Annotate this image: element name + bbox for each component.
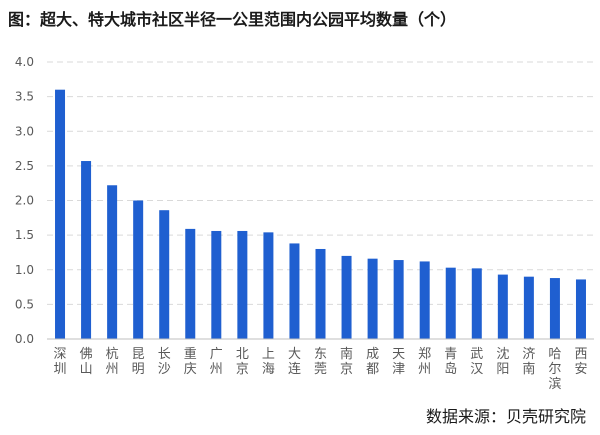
x-tick-label-西安: 西 xyxy=(574,347,587,362)
x-tick-label-长沙: 沙 xyxy=(158,362,171,377)
bar-深圳 xyxy=(55,89,66,339)
x-tick-label-杭州: 杭 xyxy=(106,347,119,362)
bar-昆明 xyxy=(133,200,144,339)
x-tick-label-济南: 济 xyxy=(522,347,535,362)
chart-title: 图：超大、特大城市社区半径一公里范围内公园平均数量（个） xyxy=(8,10,457,29)
x-tick-label-武汉: 武 xyxy=(470,347,483,362)
bar-大连 xyxy=(289,243,300,339)
y-tick-label: 3.5 xyxy=(15,90,34,104)
bar-天津 xyxy=(393,260,404,339)
x-tick-label-南京: 南 xyxy=(340,346,353,362)
x-tick-label-昆明: 昆 xyxy=(132,347,145,362)
x-tick-label-济南: 南 xyxy=(522,361,535,377)
bar-南京 xyxy=(341,255,352,339)
x-tick-label-上海: 海 xyxy=(262,362,275,377)
y-tick-label: 0.5 xyxy=(15,297,34,311)
x-axis: 深圳佛山杭州昆明长沙重庆广州北京上海大连东莞南京成都天津郑州青岛武汉沈阳济南哈尔… xyxy=(47,338,594,392)
x-tick-label-青岛: 岛 xyxy=(444,361,457,377)
x-tick-label-南京: 京 xyxy=(340,362,353,377)
y-tick-label: 0.0 xyxy=(15,332,34,346)
x-tick-label-佛山: 山 xyxy=(80,362,93,377)
bar-西安 xyxy=(575,279,586,339)
y-tick-label: 1.0 xyxy=(15,263,34,277)
x-tick-label-东莞: 莞 xyxy=(314,362,327,377)
bar-沈阳 xyxy=(497,274,508,339)
x-tick-label-天津: 津 xyxy=(392,362,405,377)
x-tick-label-长沙: 长 xyxy=(158,347,171,362)
bar-东莞 xyxy=(315,248,326,339)
x-tick-label-西安: 安 xyxy=(574,362,587,377)
x-tick-label-郑州: 州 xyxy=(418,362,431,377)
x-tick-label-沈阳: 阳 xyxy=(496,362,509,377)
x-tick-label-广州: 广 xyxy=(210,347,223,362)
bar-长沙 xyxy=(159,210,170,339)
x-tick-label-佛山: 佛 xyxy=(80,347,93,362)
x-tick-label-东莞: 东 xyxy=(314,347,327,362)
x-tick-label-哈尔滨: 哈 xyxy=(548,347,561,362)
y-tick-label: 4.0 xyxy=(15,55,34,69)
x-tick-label-青岛: 青 xyxy=(444,347,457,362)
y-tick-label: 2.0 xyxy=(15,194,34,208)
x-tick-label-昆明: 明 xyxy=(132,362,145,377)
x-tick-label-哈尔滨: 尔 xyxy=(548,362,561,377)
x-tick-label-大连: 连 xyxy=(288,361,301,377)
bar-武汉 xyxy=(471,268,482,339)
bar-佛山 xyxy=(81,161,92,339)
bar-哈尔滨 xyxy=(549,278,560,339)
x-tick-label-天津: 天 xyxy=(392,347,405,362)
x-tick-label-北京: 北 xyxy=(236,347,249,362)
y-axis: 0.0 0.5 1.0 1.5 2.0 2.5 3.0 3.5 4.0 xyxy=(15,55,34,346)
bar-成都 xyxy=(367,258,378,339)
x-tick-label-哈尔滨: 滨 xyxy=(548,376,561,392)
x-tick-label-杭州: 州 xyxy=(106,362,119,377)
x-tick-label-郑州: 郑 xyxy=(418,347,431,362)
bar-北京 xyxy=(237,230,248,339)
y-tick-label: 3.0 xyxy=(15,124,34,138)
bar-广州 xyxy=(211,230,222,339)
bar-济南 xyxy=(523,276,534,339)
x-tick-label-重庆: 庆 xyxy=(184,362,197,377)
x-tick-label-上海: 上 xyxy=(262,347,275,362)
source-note: 数据来源：贝壳研究院 xyxy=(425,407,586,426)
x-tick-label-深圳: 圳 xyxy=(54,362,67,377)
x-tick-label-重庆: 重 xyxy=(184,346,197,362)
bar-郑州 xyxy=(419,261,430,339)
bar-青岛 xyxy=(445,267,456,339)
x-tick-label-深圳: 深 xyxy=(54,347,67,362)
y-tick-label: 1.5 xyxy=(15,228,34,242)
bar-重庆 xyxy=(185,228,196,339)
bars xyxy=(55,89,586,339)
x-tick-label-北京: 京 xyxy=(236,362,249,377)
bar-杭州 xyxy=(107,185,118,339)
x-tick-label-武汉: 汉 xyxy=(470,362,483,377)
x-tick-label-广州: 州 xyxy=(210,362,223,377)
y-tick-label: 2.5 xyxy=(15,159,34,173)
x-tick-label-沈阳: 沈 xyxy=(496,347,509,362)
x-tick-label-大连: 大 xyxy=(288,347,301,362)
x-tick-label-成都: 都 xyxy=(366,362,379,377)
x-tick-label-成都: 成 xyxy=(366,347,379,362)
bar-上海 xyxy=(263,232,274,339)
